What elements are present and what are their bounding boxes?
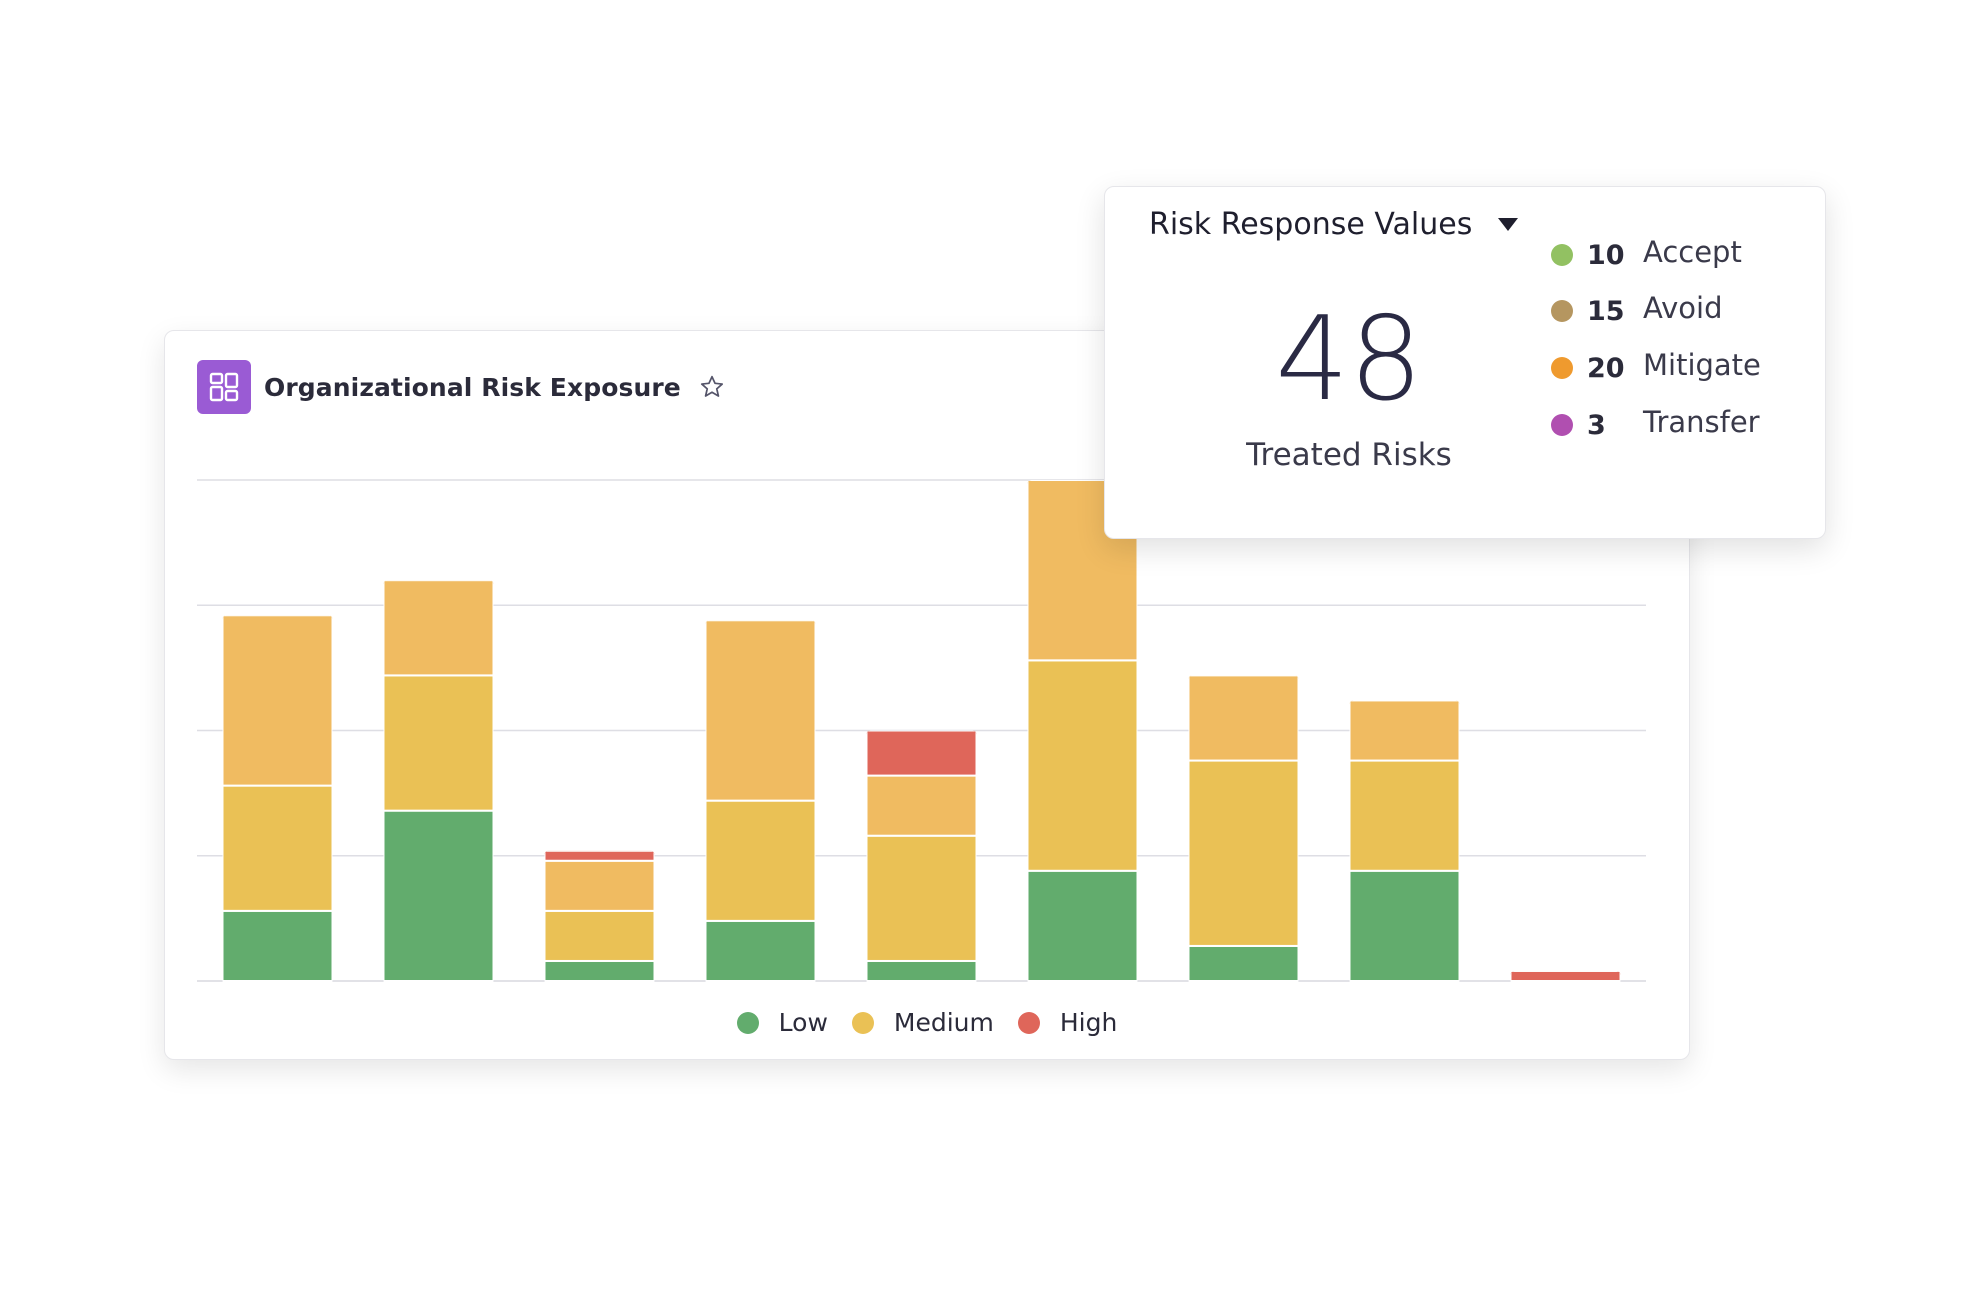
bar-segment-low[interactable] [1027,869,1138,983]
caret-down-icon[interactable] [1498,218,1519,231]
bar-segment-high[interactable] [1510,970,1621,982]
legend-label-medium: Medium [893,1008,994,1037]
response-label-transfer: Transfer [1643,405,1760,439]
response-count-mitigate: 20 [1587,352,1625,384]
bar-segment-medium-upper[interactable] [1188,675,1299,762]
bar-segment-medium[interactable] [1349,759,1460,872]
response-item-transfer[interactable]: 3 Transfer [1551,405,1811,445]
response-label-accept: Accept [1643,235,1742,269]
bar-segment-medium-upper[interactable] [544,859,655,912]
bar-segment-high[interactable] [866,730,977,777]
star-outline-icon[interactable] [697,372,727,402]
bar-7[interactable] [1188,675,1299,982]
legend-item-high[interactable]: High [1017,1008,1118,1037]
bar-segment-low[interactable] [705,919,816,983]
bar-segment-low[interactable] [383,809,494,982]
bar-segment-medium[interactable] [705,799,816,922]
bar-segment-medium[interactable] [866,834,977,962]
response-item-avoid[interactable]: 15 Avoid [1551,291,1811,331]
legend-swatch-low [736,1011,759,1034]
chart-legend: Low Medium High [165,1008,1689,1037]
legend-label-low: Low [778,1008,828,1037]
bar-segment-low[interactable] [222,909,333,982]
bar-segment-medium[interactable] [544,909,655,962]
legend-swatch-medium [851,1011,874,1034]
treated-risks-caption: Treated Risks [1246,437,1452,473]
bar-4[interactable] [705,620,816,983]
risk-response-dropdown[interactable]: Risk Response Values [1149,207,1519,242]
treated-risks-total: 48 [1275,292,1423,427]
card-title: Organizational Risk Exposure [264,372,681,402]
bar-segment-medium[interactable] [383,674,494,812]
response-count-avoid: 15 [1587,295,1625,327]
bar-segment-medium-upper[interactable] [222,615,333,787]
legend-swatch-high [1017,1011,1040,1034]
chart-bars [222,480,1621,983]
bar-segment-high[interactable] [544,850,655,862]
response-dot-avoid [1551,300,1573,322]
bar-1[interactable] [222,615,333,982]
dashboard-icon[interactable] [197,360,251,414]
response-item-mitigate[interactable]: 20 Mitigate [1551,348,1811,388]
bar-segment-low[interactable] [1349,869,1460,983]
bar-segment-medium[interactable] [222,784,333,912]
bar-segment-medium[interactable] [1188,759,1299,947]
response-label-avoid: Avoid [1643,291,1723,325]
bar-segment-medium-upper[interactable] [866,774,977,837]
response-dot-accept [1551,244,1573,266]
response-count-accept: 10 [1587,239,1625,271]
legend-label-high: High [1059,1008,1118,1037]
bar-3[interactable] [544,850,655,983]
bar-5[interactable] [866,730,977,983]
legend-item-low[interactable]: Low [736,1008,828,1037]
dropdown-label: Risk Response Values [1149,207,1473,242]
risk-response-card: Risk Response Values 48 Treated Risks 10… [1104,186,1826,539]
bar-segment-low[interactable] [544,959,655,983]
bar-segment-medium-upper[interactable] [383,580,494,677]
bar-segment-low[interactable] [866,959,977,983]
bar-2[interactable] [383,580,494,982]
legend-item-medium[interactable]: Medium [851,1008,994,1037]
bar-6[interactable] [1027,480,1138,983]
response-label-mitigate: Mitigate [1643,348,1761,382]
response-count-transfer: 3 [1587,409,1606,441]
bar-segment-medium[interactable] [1027,659,1138,872]
bar-segment-medium-upper[interactable] [1349,700,1460,762]
bar-9[interactable] [1510,970,1621,982]
response-dot-mitigate [1551,357,1573,379]
stacked-bar-chart [197,479,1646,983]
bar-segment-medium-upper[interactable] [705,620,816,802]
bar-8[interactable] [1349,700,1460,983]
response-dot-transfer [1551,414,1573,436]
response-item-accept[interactable]: 10 Accept [1551,235,1811,275]
bar-segment-low[interactable] [1188,944,1299,982]
card-header: Organizational Risk Exposure [197,360,727,414]
